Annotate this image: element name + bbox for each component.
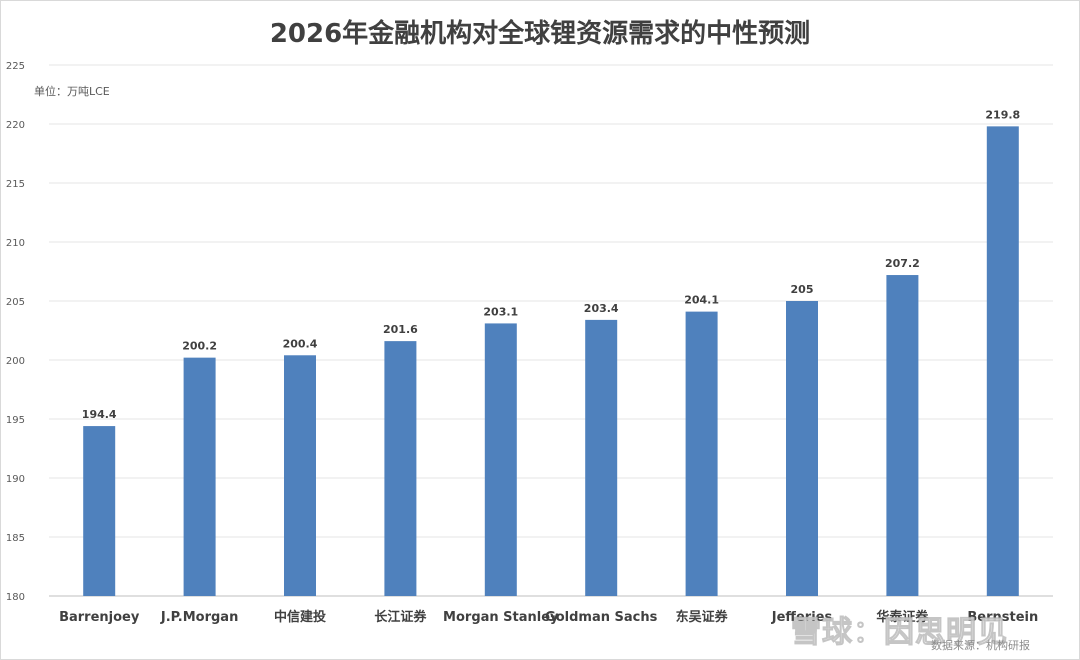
y-tick-label: 210 [6, 238, 25, 249]
data-label: 200.2 [182, 340, 217, 353]
y-tick-label: 225 [6, 61, 25, 72]
y-tick-label: 180 [6, 592, 25, 603]
data-label: 207.2 [885, 257, 920, 270]
source-note: 数据来源：机构研报 [931, 639, 1030, 652]
bar [183, 357, 216, 596]
x-tick-label: 华泰证券 [876, 609, 929, 625]
bar [284, 355, 316, 596]
bar [83, 426, 116, 596]
bar [384, 341, 417, 596]
y-tick-label: 205 [6, 297, 25, 308]
y-tick-label: 185 [6, 533, 25, 544]
data-label: 204.1 [684, 294, 719, 307]
data-label: 201.6 [383, 323, 418, 336]
x-tick-label: 长江证券 [374, 609, 427, 625]
bar [886, 275, 919, 596]
y-tick-label: 190 [6, 474, 25, 485]
x-tick-label: 中信建投 [274, 609, 326, 625]
watermark-text: 雪球：因思明见 [791, 615, 1008, 651]
bar [786, 301, 818, 596]
bar [986, 126, 1019, 597]
bar [685, 311, 718, 596]
data-label: 194.4 [82, 408, 117, 421]
data-label: 205 [791, 283, 814, 296]
data-label: 219.8 [985, 108, 1020, 121]
data-label: 200.4 [283, 337, 318, 350]
x-tick-label: Morgan Stanley [443, 610, 559, 625]
x-tick-label: Goldman Sachs [545, 610, 658, 625]
x-tick-label: Jefferies [771, 610, 833, 625]
x-tick-label: Bernstein [967, 610, 1038, 625]
x-tick-label: Barrenjoey [59, 610, 140, 625]
y-tick-label: 215 [6, 179, 25, 190]
y-tick-label: 200 [6, 356, 25, 367]
x-tick-label: J.P.Morgan [160, 610, 238, 625]
chart-title: 2026年金融机构对全球锂资源需求的中性预测 [269, 19, 811, 49]
y-tick-label: 220 [6, 120, 25, 131]
y-tick-label: 195 [6, 415, 25, 426]
bar [484, 323, 517, 596]
data-label: 203.4 [584, 302, 619, 315]
bar [585, 319, 618, 596]
x-tick-label: 东吴证券 [676, 609, 729, 625]
unit-label: 单位：万吨LCE [34, 85, 110, 98]
data-label: 203.1 [483, 305, 518, 318]
